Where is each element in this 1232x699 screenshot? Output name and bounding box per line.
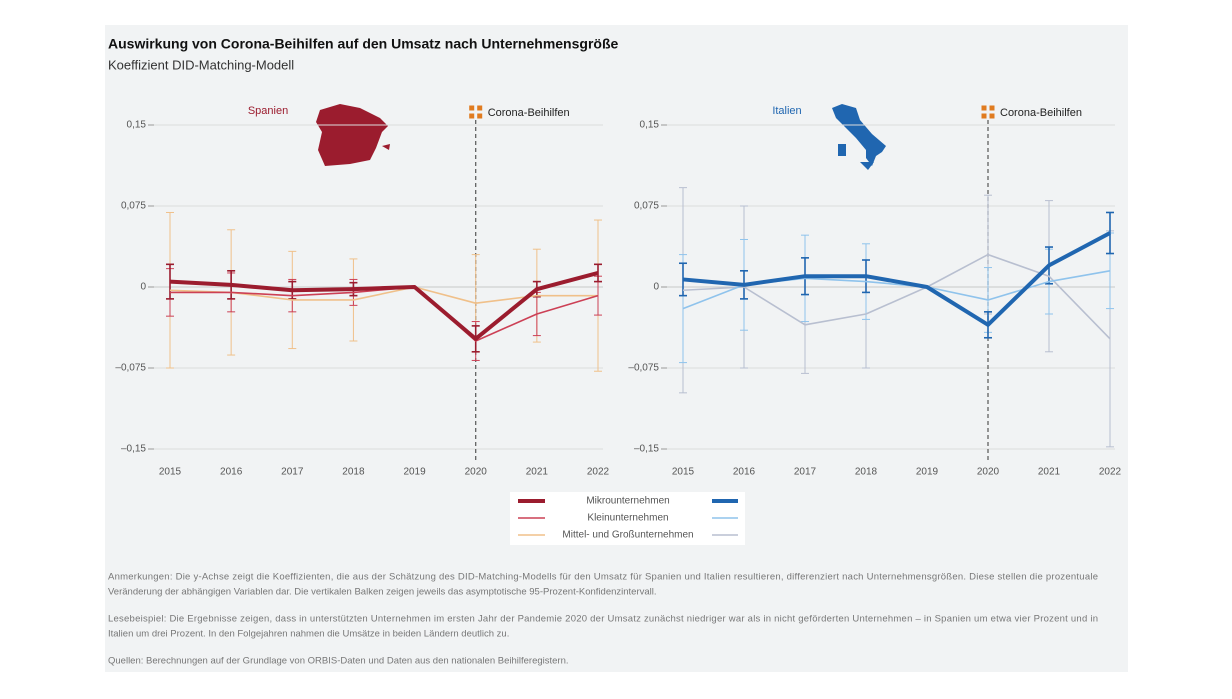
note: Italien um drei Prozent. In den Folgejah… bbox=[108, 629, 509, 640]
y-tick-label: 0,15 bbox=[127, 120, 147, 131]
legend-label: Mikrounternehmen bbox=[586, 496, 669, 507]
annotation-label: Corona-Beihilfen bbox=[488, 107, 570, 119]
y-tick-label: 0,075 bbox=[121, 201, 146, 212]
annotation-icon bbox=[989, 105, 995, 111]
x-tick-label: 2015 bbox=[159, 467, 182, 478]
x-tick-label: 2018 bbox=[342, 467, 365, 478]
y-tick-label: –0,15 bbox=[121, 444, 146, 455]
x-tick-label: 2022 bbox=[587, 467, 610, 478]
note: Veränderung der abhängigen Variablen dar… bbox=[108, 587, 657, 598]
y-tick-label: –0,075 bbox=[628, 363, 659, 374]
legend-label: Kleinunternehmen bbox=[587, 513, 668, 524]
x-tick-label: 2022 bbox=[1099, 467, 1122, 478]
y-tick-label: –0,15 bbox=[634, 444, 659, 455]
annotation-icon bbox=[989, 113, 995, 119]
x-tick-label: 2021 bbox=[1038, 467, 1061, 478]
x-tick-label: 2021 bbox=[526, 467, 549, 478]
y-tick-label: –0,075 bbox=[115, 363, 146, 374]
annotation-icon bbox=[981, 113, 987, 119]
panel-background bbox=[105, 25, 1128, 672]
x-tick-label: 2016 bbox=[220, 467, 243, 478]
x-tick-label: 2019 bbox=[916, 467, 939, 478]
country-label: Spanien bbox=[248, 105, 288, 117]
note: Lesebeispiel: Die Ergebnisse zeigen, das… bbox=[108, 614, 1098, 625]
note: Anmerkungen: Die y-Achse zeigt die Koeff… bbox=[108, 572, 1098, 583]
series-line bbox=[682, 231, 1111, 327]
country-label: Italien bbox=[772, 105, 801, 117]
annotation-icon bbox=[981, 105, 987, 111]
x-tick-label: 2020 bbox=[465, 467, 488, 478]
legend-label: Mittel- und Großunternehmen bbox=[562, 530, 693, 541]
y-tick-label: 0 bbox=[140, 282, 146, 293]
spain-map bbox=[316, 104, 390, 166]
annotation-icon bbox=[469, 105, 475, 111]
y-tick-label: 0 bbox=[653, 282, 659, 293]
x-tick-label: 2018 bbox=[855, 467, 878, 478]
note: Quellen: Berechnungen auf der Grundlage … bbox=[108, 656, 569, 667]
chart-subtitle: Koeffizient DID-Matching-Modell bbox=[108, 57, 294, 72]
annotation-icon bbox=[477, 113, 483, 119]
italy-map bbox=[832, 104, 886, 170]
annotation-label: Corona-Beihilfen bbox=[1000, 107, 1082, 119]
x-tick-label: 2016 bbox=[733, 467, 756, 478]
x-tick-label: 2017 bbox=[281, 467, 304, 478]
series-line bbox=[169, 271, 599, 341]
x-tick-label: 2017 bbox=[794, 467, 817, 478]
annotation-icon bbox=[469, 113, 475, 119]
x-tick-label: 2020 bbox=[977, 467, 1000, 478]
annotation-icon bbox=[477, 105, 483, 111]
chart-title: Auswirkung von Corona-Beihilfen auf den … bbox=[108, 36, 618, 52]
legend-box bbox=[510, 492, 745, 545]
x-tick-label: 2015 bbox=[672, 467, 695, 478]
y-tick-label: 0,075 bbox=[634, 201, 659, 212]
x-tick-label: 2019 bbox=[403, 467, 426, 478]
y-tick-label: 0,15 bbox=[640, 120, 660, 131]
